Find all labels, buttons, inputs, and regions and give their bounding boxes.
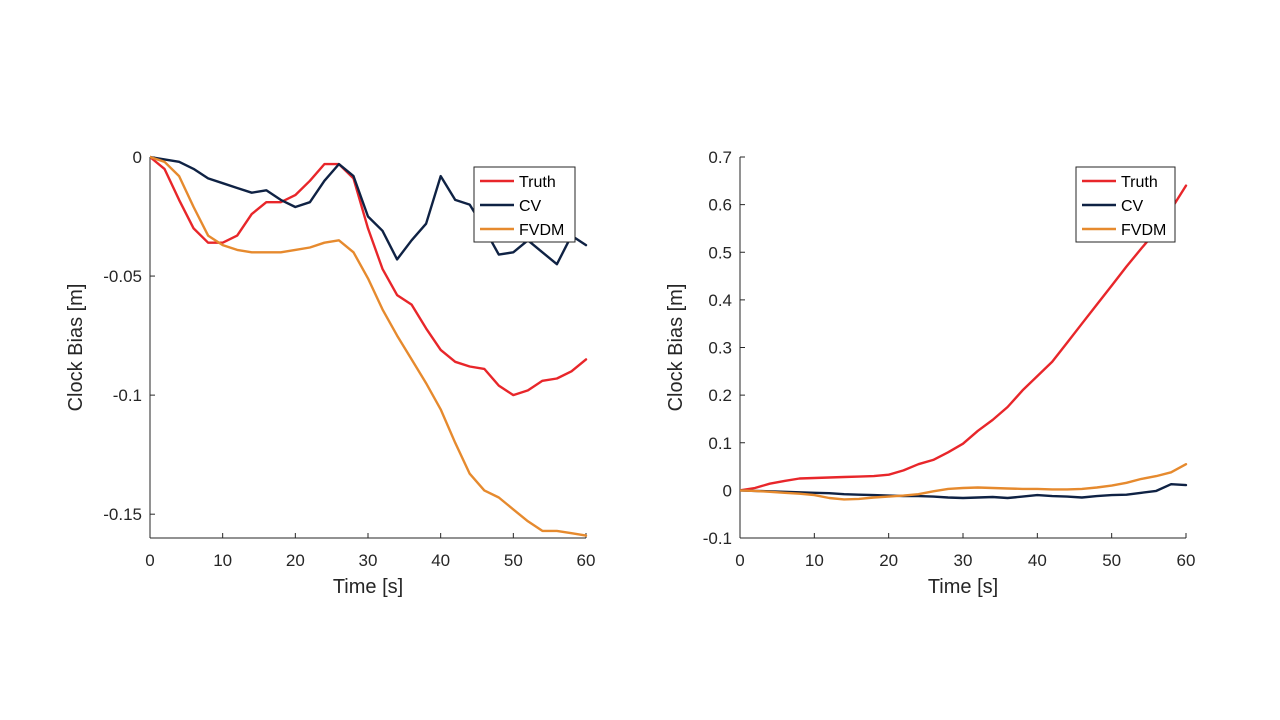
y-tick-label: 0: [723, 481, 732, 500]
x-axis-label: Time [s]: [333, 576, 403, 598]
y-tick-label: 0.3: [708, 339, 732, 358]
y-tick-label: -0.1: [703, 529, 732, 548]
legend: Truth CV FVDM: [473, 166, 576, 243]
legend-label-cv: CV: [519, 198, 542, 215]
x-tick-label: 0: [735, 551, 744, 570]
y-tick-label: 0.1: [708, 434, 732, 453]
y-tick-label: -0.1: [113, 386, 142, 405]
y-tick-label: 0.4: [708, 291, 732, 310]
x-tick-label: 0: [145, 551, 154, 570]
y-tick-label: 0.2: [708, 386, 732, 405]
x-axis-label: Time [s]: [928, 576, 998, 598]
x-tick-label: 20: [879, 551, 898, 570]
series-line-fvdm: [150, 155, 588, 537]
legend: Truth CV FVDM: [1075, 166, 1176, 243]
x-tick-label: 40: [431, 551, 450, 570]
x-tick-label: 40: [1028, 551, 1047, 570]
legend-label-fvdm: FVDM: [519, 222, 564, 239]
y-tick-label: -0.15: [103, 505, 142, 524]
chart-2: 0 10 20 30 40 50 60-0.100.10.20.30.40.50.60.7T…: [665, 148, 1195, 598]
series-line-truth: [150, 155, 588, 397]
legend-label-cv: CV: [1121, 198, 1144, 215]
y-axis-label: Clock Bias [m]: [665, 284, 687, 412]
x-tick-label: 60: [1177, 551, 1196, 570]
chart-1: 0 10 20 30 40 50 60 0 -0.05 -0.1 -0.15 Time [s] Cloc…: [65, 148, 595, 598]
x-tick-label: 20: [286, 551, 305, 570]
series-line-fvdm: [740, 463, 1188, 501]
y-axis-label: Clock Bias [m]: [65, 284, 87, 412]
x-tick-label: 50: [1102, 551, 1121, 570]
x-tick-label: 30: [359, 551, 378, 570]
x-tick-label: 10: [805, 551, 824, 570]
y-tick-label: 0.5: [708, 243, 732, 262]
legend-label-truth: Truth: [519, 174, 556, 191]
x-tick-label: 10: [213, 551, 232, 570]
x-tick-label: 30: [954, 551, 973, 570]
x-tick-label: 50: [504, 551, 523, 570]
y-tick-label: 0: [133, 148, 142, 167]
legend-label-truth: Truth: [1121, 174, 1158, 191]
legend-label-fvdm: FVDM: [1121, 222, 1166, 239]
y-tick-label: 0.6: [708, 196, 732, 215]
series-line-cv: [150, 155, 588, 266]
y-tick-label: 0.7: [708, 148, 732, 167]
y-tick-label: -0.05: [103, 267, 142, 286]
x-tick-label: 60: [577, 551, 596, 570]
series-line-truth: [740, 184, 1188, 492]
series-line-cv: [740, 483, 1188, 500]
